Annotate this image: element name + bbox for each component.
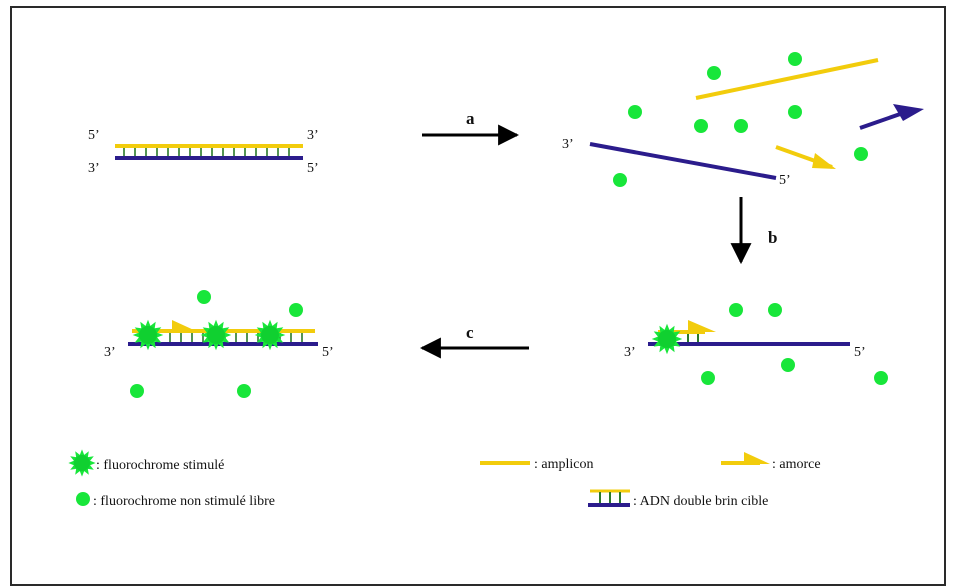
free-fluorochrome (874, 371, 888, 385)
label-5prime: 5’ (854, 345, 866, 360)
label-3prime: 3’ (88, 161, 100, 176)
free-fluorochrome (197, 290, 211, 304)
stimulated-fluorochrome (254, 319, 286, 351)
legend: : fluorochrome stimulé : fluorochrome no… (68, 449, 821, 509)
label-3prime: 3’ (562, 137, 574, 152)
label-5prime: 5’ (322, 345, 334, 360)
legend-stimulated: : fluorochrome stimulé (68, 449, 224, 477)
free-fluorochrome (701, 371, 715, 385)
legend-amplicon: : amplicon (480, 457, 594, 472)
step-b: b (730, 197, 777, 265)
stimulated-fluorochrome (200, 319, 232, 351)
free-fluorochrome (854, 147, 868, 161)
label-3prime: 3’ (624, 345, 636, 360)
starburst-core (207, 326, 225, 344)
stimulated-fluorochrome (132, 319, 164, 351)
free-fluorochrome (729, 303, 743, 317)
panel-double-strand-dna: 5’ 3’ 3’ 5’ (88, 128, 319, 176)
step-a-label: a (466, 109, 475, 128)
legend-target-text: : ADN double brin cible (633, 494, 768, 509)
label-5prime: 5’ (88, 128, 100, 143)
legend-primer-text: : amorce (772, 457, 821, 472)
free-fluorochrome (130, 384, 144, 398)
starburst-fluorochrome-icon (68, 449, 96, 477)
free-fluorochrome (781, 358, 795, 372)
free-fluorochrome (694, 119, 708, 133)
double-strand-dna-icon (588, 489, 630, 507)
legend-amplicon-text: : amplicon (534, 457, 594, 472)
free-fluorochrome (707, 66, 721, 80)
legend-free-text: : fluorochrome non stimulé libre (93, 494, 275, 509)
free-fluorochrome (613, 173, 627, 187)
primer (775, 145, 836, 169)
free-fluorochrome (768, 303, 782, 317)
free-fluorochrome (788, 52, 802, 66)
free-fluorochrome (628, 105, 642, 119)
panel-elongation: 3’ 5’ (104, 290, 334, 398)
label-5prime: 5’ (307, 161, 319, 176)
free-fluorochrome (788, 105, 802, 119)
target-strand (589, 142, 777, 180)
yellow-half-arrow-icon (721, 452, 770, 465)
pcr-fluorescence-diagram: 5’ 3’ 3’ 5’ a 3’ 5’ (10, 6, 946, 586)
primer-head (172, 320, 196, 331)
starburst-core (74, 455, 90, 471)
label-3prime: 3’ (307, 128, 319, 143)
base-pair-rungs (123, 148, 290, 156)
step-b-label: b (768, 228, 777, 247)
step-c: c (419, 323, 529, 359)
legend-free: : fluorochrome non stimulé libre (76, 492, 275, 509)
starburst-core (658, 330, 676, 348)
panel-denatured: 3’ 5’ (562, 52, 924, 188)
primer-head (688, 320, 716, 332)
green-dot-icon (76, 492, 90, 506)
legend-primer: : amorce (721, 452, 821, 472)
step-a: a (422, 109, 520, 146)
step-c-label: c (466, 323, 474, 342)
legend-target: : ADN double brin cible (588, 489, 768, 509)
free-fluorochrome (734, 119, 748, 133)
panel-annealing: 3’ 5’ (624, 303, 888, 385)
diagram-canvas: 5’ 3’ 3’ 5’ a 3’ 5’ (68, 52, 924, 509)
free-fluorochrome (289, 303, 303, 317)
label-5prime: 5’ (779, 173, 791, 188)
legend-stimulated-text: : fluorochrome stimulé (96, 458, 224, 473)
starburst-core (261, 326, 279, 344)
amplicon-strand (695, 58, 879, 100)
free-strand-fragment (859, 104, 924, 130)
starburst-core (139, 326, 157, 344)
stimulated-fluorochrome (651, 323, 683, 355)
free-fluorochrome (237, 384, 251, 398)
label-3prime: 3’ (104, 345, 116, 360)
